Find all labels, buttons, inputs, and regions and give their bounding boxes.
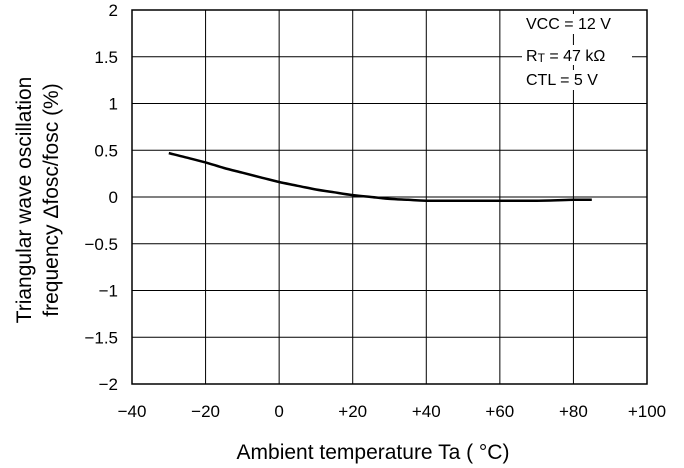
- x-tick-label: +20: [338, 402, 367, 421]
- grid: [131, 9, 648, 385]
- y-tick-label: −1: [99, 282, 118, 301]
- y-tick-label: −0.5: [84, 235, 118, 254]
- condition-rt: RT = 47 kΩ: [526, 48, 605, 65]
- condition-bg: [522, 70, 622, 90]
- conditions-box: VCC = 12 V RT = 47 kΩ CTL = 5 V: [522, 14, 640, 90]
- y-tick-label: 0.5: [94, 141, 118, 160]
- data-series-line: [168, 151, 592, 203]
- condition-bg: [522, 14, 640, 34]
- x-tick-label: +100: [628, 402, 666, 421]
- y-axis-label-line2: frequency Δfosc/fosc (%): [40, 83, 63, 316]
- condition-bg: [522, 45, 632, 65]
- x-tick-label: +80: [559, 402, 588, 421]
- y-tick-label: 1: [109, 95, 118, 114]
- y-tick-label: −1.5: [84, 328, 118, 347]
- plot-area: [168, 151, 592, 203]
- condition-rt-text: R: [526, 48, 538, 65]
- x-tick-label: −20: [191, 402, 220, 421]
- y-tick-label: 2: [109, 1, 118, 20]
- y-tick-labels: −2 −1.5 −1 −0.5 0 0.5 1 1.5 2: [84, 1, 118, 394]
- x-tick-label: −40: [118, 402, 147, 421]
- condition-ctl: CTL = 5 V: [526, 72, 598, 89]
- x-tick-label: +40: [412, 402, 441, 421]
- y-axis-label-line1: Triangular wave oscillation: [13, 77, 36, 324]
- y-tick-label: 0: [109, 188, 118, 207]
- condition-rt-subscript: T: [538, 51, 546, 65]
- x-tick-label: 0: [274, 402, 283, 421]
- x-axis-label: Ambient temperature Ta ( °C): [237, 441, 510, 464]
- y-tick-label: 1.5: [94, 48, 118, 67]
- x-tick-labels: −40 −20 0 +20 +40 +60 +80 +100: [118, 402, 667, 421]
- condition-rt-value: = 47 kΩ: [545, 48, 605, 65]
- plot-frame: [131, 9, 648, 385]
- x-tick-label: +60: [485, 402, 514, 421]
- condition-vcc: VCC = 12 V: [526, 16, 611, 33]
- y-tick-label: −2: [99, 375, 118, 394]
